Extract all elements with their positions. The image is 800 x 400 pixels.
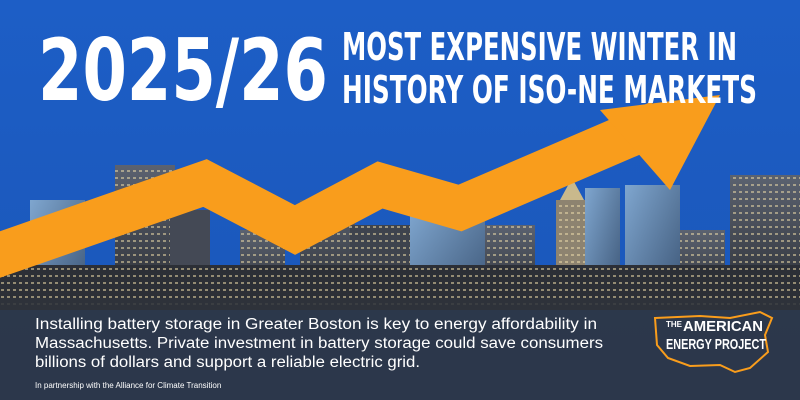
logo-text: ENERGY PROJECT — [666, 336, 766, 353]
headline-line: MOST EXPENSIVE WINTER IN — [342, 25, 737, 69]
text-band — [0, 298, 800, 400]
trend-arrow — [0, 95, 720, 278]
logo: THE AMERICAN ENERGY PROJECT — [653, 310, 774, 374]
body-line: Installing battery storage in Greater Bo… — [35, 316, 597, 333]
footnote: In partnership with the Alliance for Cli… — [35, 381, 221, 390]
headline-year: 2025/26 — [38, 21, 328, 121]
headline-line: HISTORY OF ISO-NE MARKETS — [342, 68, 757, 112]
body-line: billions of dollars and support a reliab… — [35, 354, 420, 371]
logo-text: THE — [666, 320, 683, 329]
logo-text: AMERICAN — [683, 318, 763, 335]
body-line: Massachusetts. Private investment in bat… — [35, 335, 603, 352]
